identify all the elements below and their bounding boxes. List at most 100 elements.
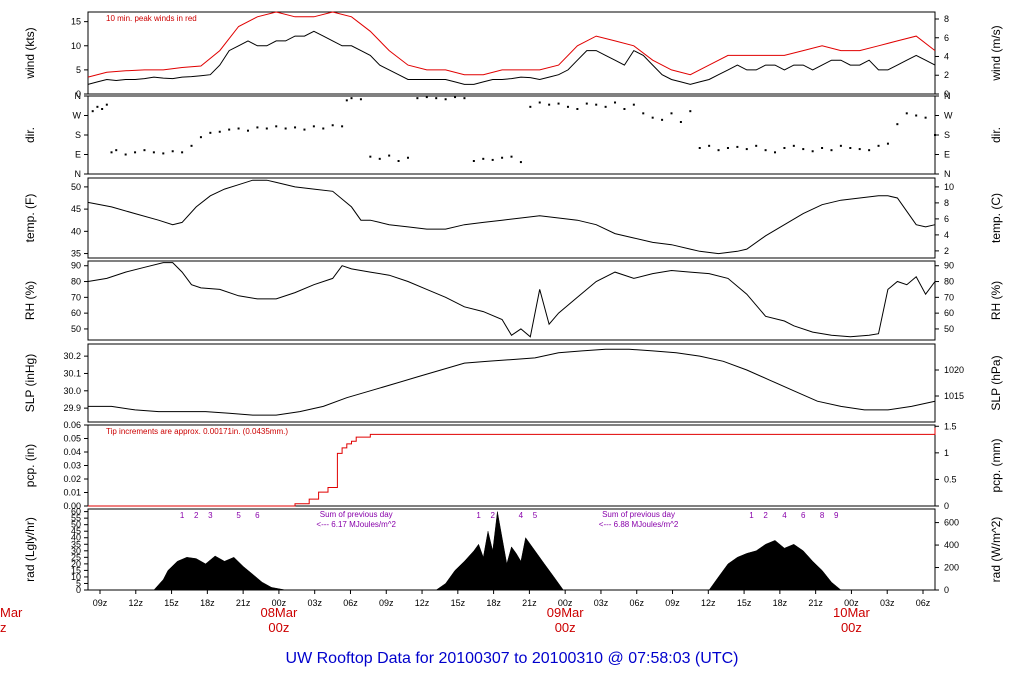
x-tick-label: 12z [129,598,144,608]
dir-left-tick-label: W [73,111,82,121]
x-tick-label: 15z [737,598,752,608]
temp-ylabel-left: temp. (F) [23,194,37,243]
dir-point [284,127,287,130]
dir-point [755,144,758,147]
dir-point [303,128,306,131]
dir-right-tick-label: N [944,91,951,101]
rad-left-tick-label: 55 [71,513,81,523]
dir-point [501,156,504,159]
x-tick-label: 03z [880,598,895,608]
dir-point [378,157,381,160]
dir-point [529,105,532,108]
dir-point [256,126,259,129]
rad-daily-sum-annotation: Sum of previous day [320,510,393,519]
dir-point [839,144,842,147]
x-tick-label: 15z [164,598,179,608]
rad-left-tick-label: 50 [71,520,81,530]
dir-point [345,99,348,102]
dir-point [651,116,654,119]
dir-point [745,148,748,151]
dir-point [708,144,711,147]
pcp-left-tick-label: 0.02 [63,474,81,484]
rad-hour-marker: 1 [476,511,481,520]
temp-frame [87,177,936,259]
rh-ylabel-right: RH (%) [989,281,1003,320]
slp-left-tick-label: 29.9 [63,403,81,413]
dir-point [698,147,701,149]
rad-daily-sum-annotation: Sum of previous day [602,510,675,519]
x-tick-label: 21z [522,598,537,608]
dir-left-tick-label: N [75,169,82,179]
dir-point [905,112,908,115]
wind-ylabel-right: wind (m/s) [989,25,1003,81]
dir-point [228,128,231,131]
dir-point [171,150,174,153]
x-tick-label: 00z [844,598,859,608]
dir-point [896,123,899,126]
x-tick-label: 09z [93,598,108,608]
rad-left-tick-label: 40 [71,533,81,543]
pcp-left-tick-label: 0.04 [63,447,81,457]
slp-ylabel-left: SLP (inHg) [23,354,37,412]
dir-point [548,103,551,106]
rh-right-tick-label: 60 [944,308,954,318]
dir-point [830,149,833,152]
rh-left-tick-label: 80 [71,277,81,287]
x-tick-label: 18z [486,598,501,608]
dir-point [482,157,485,160]
rad-right-tick-label: 0 [944,585,949,595]
wind-right-tick-label: 2 [944,70,949,80]
wind-right-tick-label: 4 [944,51,949,61]
dir-point [237,127,240,130]
dir-point [576,108,579,110]
dir-right-tick-label: W [944,111,953,121]
date-label-clipped: Mar [0,605,23,620]
dir-point [435,97,438,100]
date-hour-label: 00z [841,620,862,635]
temp-left-tick-label: 45 [71,204,81,214]
rh-right-tick-label: 50 [944,324,954,334]
pcp-right-tick-label: 0.5 [944,474,957,484]
x-tick-label: 18z [773,598,788,608]
wind-left-tick-label: 0 [76,89,81,99]
dir-point [774,151,777,154]
pcp-right-tick-label: 0 [944,501,949,511]
rh-line [87,262,936,338]
rh-left-tick-label: 70 [71,292,81,302]
x-tick-label: 21z [808,598,823,608]
dir-point [868,149,871,152]
temp-left-tick-label: 40 [71,226,81,236]
rad-hour-marker: 2 [194,511,199,520]
rad-hour-marker: 4 [519,511,524,520]
rad-daily-sum-annotation: <--- 6.88 MJoules/m^2 [599,520,679,529]
x-tick-label: 06z [629,598,644,608]
wind-right-tick-label: 8 [944,14,949,24]
dir-point [566,105,569,108]
wind-frame [87,11,936,95]
rad-hour-marker: 5 [533,511,538,520]
pcp-right-tick-label: 1.5 [944,421,957,431]
x-tick-label: 12z [701,598,716,608]
dir-point [190,144,193,147]
x-tick-label: 09z [379,598,394,608]
dir-ylabel-right: dir. [989,127,1003,143]
dir-point [425,96,428,99]
wind-right-tick-label: 0 [944,89,949,99]
rad-left-tick-label: 25 [71,552,81,562]
slp-ylabel-right: SLP (hPa) [989,355,1003,410]
wind-annotation: 10 min. peak winds in red [106,14,197,23]
x-tick-label: 00z [558,598,573,608]
x-tick-label: 12z [415,598,430,608]
temp-right-tick-label: 4 [944,230,949,240]
pcp-line [88,427,936,507]
dir-frame [87,95,936,175]
slp-right-tick-label: 1020 [944,365,964,375]
dir-point [736,145,739,148]
pcp-ylabel-left: pcp. (in) [23,444,37,487]
rad-ylabel-right: rad (W/m^2) [989,517,1003,583]
rad-right-tick-label: 400 [944,540,959,550]
dir-point [397,160,400,162]
dir-left-tick-label: E [75,150,81,160]
rad-ylabel-left: rad (Lgly/hr) [23,517,37,582]
rh-ylabel-left: RH (%) [23,281,37,320]
